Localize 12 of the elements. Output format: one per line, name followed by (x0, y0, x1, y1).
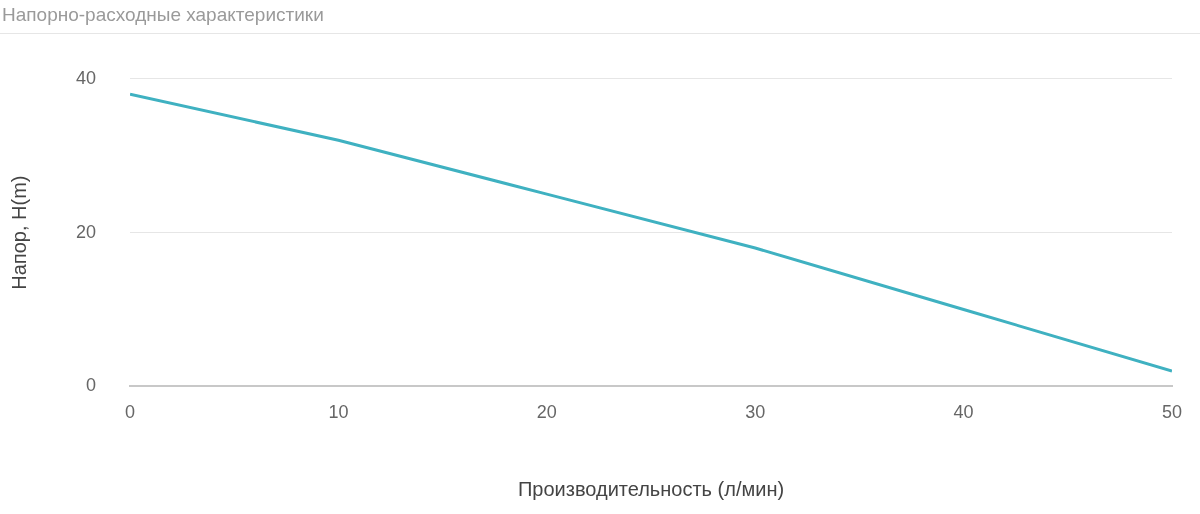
x-tick-label: 30 (745, 402, 766, 423)
x-axis-title: Производительность (л/мин) (517, 477, 785, 500)
y-tick-label: 20 (75, 221, 97, 242)
x-tick-label: 10 (328, 402, 349, 423)
y-axis-title: Напор, H(m) (7, 175, 30, 290)
x-tick-label: 50 (1161, 402, 1183, 423)
x-tick-label: 40 (953, 402, 974, 423)
chart-title: Напорно-расходные характеристики (0, 0, 1200, 34)
x-tick-label: 20 (536, 402, 557, 423)
y-tick-label: 40 (75, 67, 97, 88)
y-tick-label: 0 (86, 375, 97, 396)
x-tick-label: 0 (125, 402, 136, 423)
